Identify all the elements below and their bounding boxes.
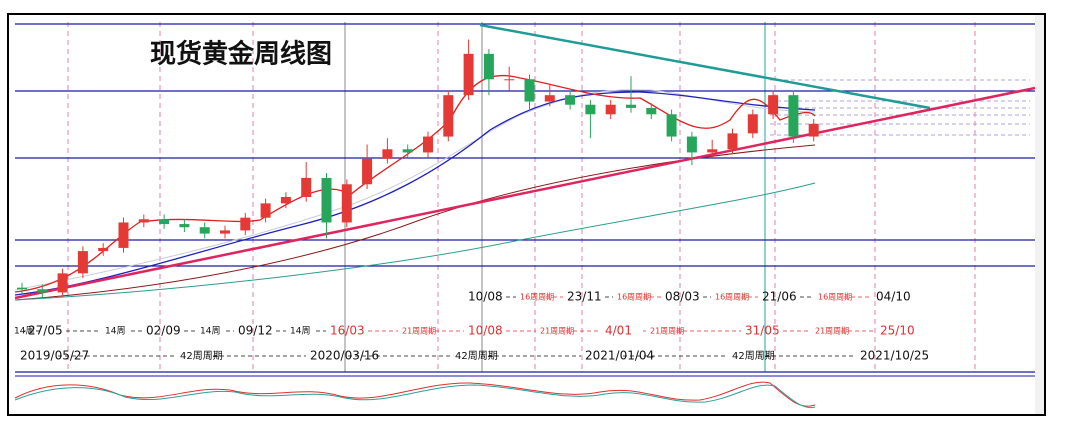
annotation: 21周周期 [815, 327, 849, 336]
annotation: 42周周期 [180, 350, 223, 362]
annotation: 16周周期 [520, 293, 554, 302]
candle-body [321, 177, 332, 223]
candle-body [626, 104, 636, 108]
annotation: 08/03 [665, 290, 700, 304]
candle-body [57, 273, 68, 293]
candle-body [768, 95, 779, 115]
candle-body [808, 123, 819, 137]
candle-body [138, 219, 149, 223]
candle-body [37, 289, 48, 293]
candle-body [98, 247, 109, 252]
annotation: 04/10 [876, 290, 911, 304]
annotation: 02/09 [146, 324, 181, 338]
candle-body [646, 107, 657, 115]
chart-title: 现货黄金周线图 [150, 39, 332, 70]
candle-body [565, 95, 576, 105]
candle-body [747, 114, 758, 134]
candle-body [341, 184, 352, 223]
candle-body [605, 104, 616, 115]
ma-longer [14, 182, 816, 301]
candle-body [585, 104, 596, 115]
candle-body [443, 95, 454, 137]
annotation: 14周 [200, 326, 220, 337]
candle-body [727, 133, 738, 150]
annotation: 16周周期 [617, 293, 651, 302]
annotation: 2021/01/04 [585, 349, 654, 363]
candle-body [179, 224, 190, 228]
candle-body [220, 230, 230, 234]
trend-line [479, 23, 931, 110]
annotation: 2021/10/25 [860, 349, 929, 363]
oscillator [14, 375, 1035, 409]
candle-body [260, 203, 271, 218]
trend-line [14, 86, 1036, 300]
candle-body [666, 114, 677, 137]
candle-body [77, 251, 88, 274]
candle-body [362, 158, 373, 185]
annotation: 27/05 [28, 324, 63, 338]
candle-body [402, 149, 413, 153]
price-axis [1035, 15, 1044, 414]
annotation: 21周周期 [650, 327, 684, 336]
candle-body [280, 197, 291, 204]
annotation: 23/11 [567, 290, 602, 304]
annotation: 16周周期 [818, 293, 852, 302]
annotation: 14周 [290, 326, 310, 337]
annotation: 42周周期 [455, 350, 498, 362]
ma-short [14, 74, 816, 293]
annotation: 21周周期 [540, 327, 574, 336]
candle-body [504, 79, 515, 81]
candle-body [382, 149, 393, 159]
candle-body [483, 53, 494, 80]
annotation: 4/01 [605, 324, 632, 338]
candle-body [301, 177, 312, 197]
candle-body [788, 95, 799, 137]
annotation: 2020/03/16 [310, 349, 379, 363]
annotation: 16周周期 [715, 293, 749, 302]
level-lines [15, 23, 1035, 373]
candle-body [707, 149, 718, 153]
annotation: 21/06 [762, 290, 797, 304]
annotation: 14周 [105, 326, 125, 337]
annotation: 31/05 [745, 324, 780, 338]
ma-mid [14, 91, 816, 296]
candle-body [524, 79, 535, 102]
candle-body [240, 217, 251, 231]
annotation: 2019/05/27 [20, 349, 89, 363]
annotation: 21周周期 [402, 327, 436, 336]
candle-body [199, 227, 210, 234]
candle-body [159, 219, 170, 225]
annotation: 25/10 [880, 324, 915, 338]
candle-body [118, 222, 129, 248]
annotation: 10/08 [468, 324, 503, 338]
candle-body [544, 95, 555, 102]
bollinger [14, 89, 816, 291]
annotation: 16/03 [330, 324, 365, 338]
annotation: 42周周期 [732, 350, 775, 362]
annotation: 10/08 [468, 290, 503, 304]
candle-body [463, 53, 474, 96]
candle-body [17, 287, 27, 290]
candle-body [686, 136, 697, 153]
candle-body [423, 136, 433, 153]
annotation: 09/12 [238, 324, 273, 338]
